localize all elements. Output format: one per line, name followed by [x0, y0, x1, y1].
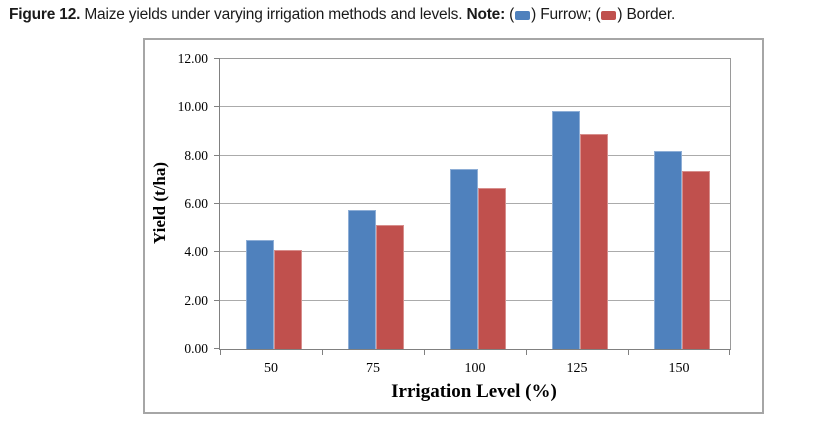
gridline: [220, 106, 730, 108]
x-tick: [526, 349, 527, 355]
y-tick-label: 4.00: [184, 244, 208, 260]
y-tick: [214, 58, 220, 59]
furrow-legend-swatch: [515, 10, 531, 20]
caption-text: Maize yields under varying irrigation me…: [80, 6, 467, 23]
caption-border-text: ) Border.: [617, 6, 676, 23]
y-tick-label: 6.00: [184, 196, 208, 211]
y-tick-label: 8.00: [184, 147, 208, 163]
y-tick-label: 0.00: [184, 341, 208, 356]
y-tick: [214, 106, 220, 108]
x-tick: [424, 349, 425, 355]
x-tick: [220, 349, 221, 355]
bar-furrow-75: [348, 210, 376, 349]
bar-furrow-150: [654, 150, 682, 349]
y-tick-label: 10.00: [177, 99, 208, 115]
y-tick-label: 12.00: [177, 51, 208, 66]
figure-label: Figure 12.: [9, 6, 81, 23]
bar-border-50: [274, 249, 302, 349]
caption-furrow-text: ) Furrow; (: [531, 6, 601, 23]
x-tick-label: 50: [264, 361, 278, 376]
y-tick-label: 2.00: [184, 292, 208, 308]
y-tick: [214, 348, 220, 349]
x-tick-label: 100: [464, 361, 486, 376]
x-tick-label: 75: [366, 361, 380, 376]
figure-caption: Figure 12. Maize yields under varying ir…: [9, 5, 819, 24]
bar-border-125: [580, 133, 608, 349]
caption-open-paren: (: [505, 6, 515, 23]
x-tick-label: 150: [668, 361, 690, 376]
bar-furrow-50: [246, 240, 274, 349]
plot-area: 12.00 10.00 8.00 6.00 4.00 2.00 0.00 50 75 100 125…: [178, 51, 731, 376]
x-tick: [322, 349, 323, 355]
bar-border-150: [682, 171, 710, 349]
y-tick: [214, 203, 220, 204]
bar-border-100: [478, 188, 506, 349]
y-tick: [214, 154, 220, 156]
gridline: [220, 154, 730, 156]
note-label: Note:: [466, 6, 506, 23]
y-tick: [214, 251, 220, 253]
x-tick-label: 125: [566, 361, 588, 376]
chart-frame: Yield (t/ha) 12.00 10.00 8.00 6.00 4.00 2.00 0…: [143, 38, 764, 414]
x-tick: [729, 349, 730, 355]
x-axis-title: Irrigation Level (%): [391, 381, 557, 402]
bar-border-75: [376, 224, 404, 349]
bar-furrow-100: [450, 168, 478, 349]
x-tick: [628, 349, 629, 355]
bar-furrow-125: [552, 110, 580, 349]
border-legend-swatch: [601, 10, 617, 20]
y-tick: [214, 299, 220, 301]
